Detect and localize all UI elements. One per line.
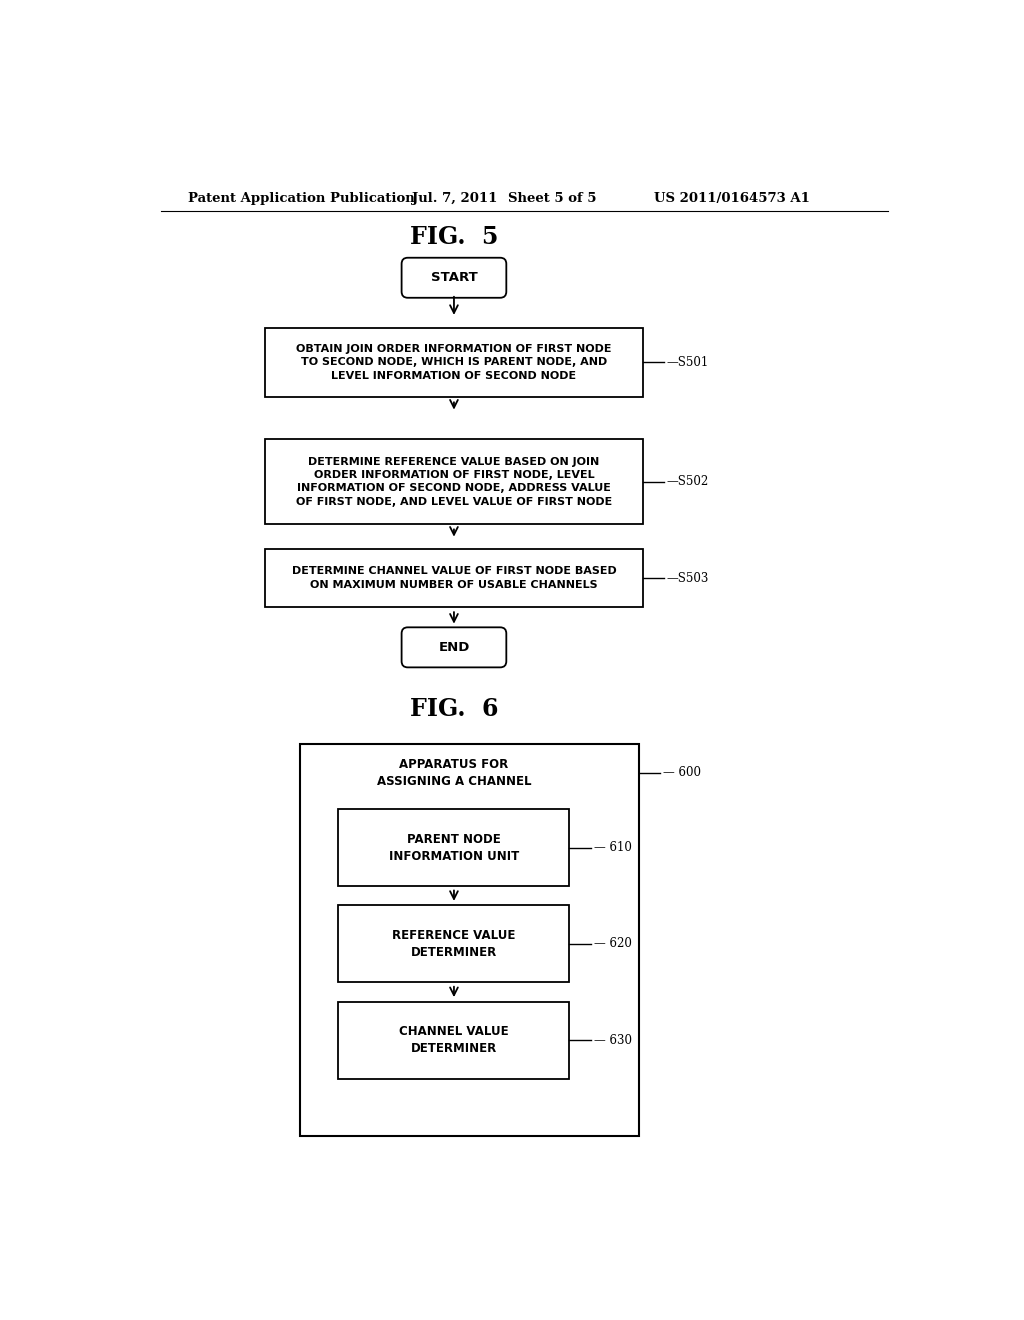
Text: REFERENCE VALUE
DETERMINER: REFERENCE VALUE DETERMINER — [392, 929, 516, 958]
Bar — [339, 906, 569, 982]
FancyBboxPatch shape — [401, 257, 506, 298]
Bar — [339, 809, 569, 886]
Text: APPARATUS FOR
ASSIGNING A CHANNEL: APPARATUS FOR ASSIGNING A CHANNEL — [377, 758, 531, 788]
Text: DETERMINE REFERENCE VALUE BASED ON JOIN
ORDER INFORMATION OF FIRST NODE, LEVEL
I: DETERMINE REFERENCE VALUE BASED ON JOIN … — [296, 457, 612, 507]
Text: START: START — [430, 271, 477, 284]
Text: FIG.  6: FIG. 6 — [410, 697, 499, 721]
Text: END: END — [438, 640, 470, 653]
Text: Patent Application Publication: Patent Application Publication — [188, 191, 415, 205]
Text: Jul. 7, 2011: Jul. 7, 2011 — [412, 191, 497, 205]
Text: PARENT NODE
INFORMATION UNIT: PARENT NODE INFORMATION UNIT — [389, 833, 519, 862]
Text: OBTAIN JOIN ORDER INFORMATION OF FIRST NODE
TO SECOND NODE, WHICH IS PARENT NODE: OBTAIN JOIN ORDER INFORMATION OF FIRST N… — [296, 345, 611, 380]
Text: — 610: — 610 — [594, 841, 632, 854]
Bar — [265, 440, 643, 524]
Text: FIG.  5: FIG. 5 — [410, 224, 498, 249]
Text: Sheet 5 of 5: Sheet 5 of 5 — [508, 191, 596, 205]
FancyBboxPatch shape — [401, 627, 506, 668]
Text: —S503: —S503 — [667, 572, 709, 585]
Text: — 600: — 600 — [664, 767, 701, 779]
Bar — [265, 549, 643, 607]
Text: CHANNEL VALUE
DETERMINER: CHANNEL VALUE DETERMINER — [399, 1026, 509, 1055]
Text: —S502: —S502 — [667, 475, 709, 488]
Text: — 620: — 620 — [594, 937, 632, 950]
Bar — [265, 327, 643, 397]
Text: —S501: —S501 — [667, 356, 709, 370]
Bar — [300, 743, 639, 1137]
Text: — 630: — 630 — [594, 1034, 632, 1047]
Text: US 2011/0164573 A1: US 2011/0164573 A1 — [654, 191, 810, 205]
Text: DETERMINE CHANNEL VALUE OF FIRST NODE BASED
ON MAXIMUM NUMBER OF USABLE CHANNELS: DETERMINE CHANNEL VALUE OF FIRST NODE BA… — [292, 566, 616, 590]
Bar — [339, 1002, 569, 1078]
